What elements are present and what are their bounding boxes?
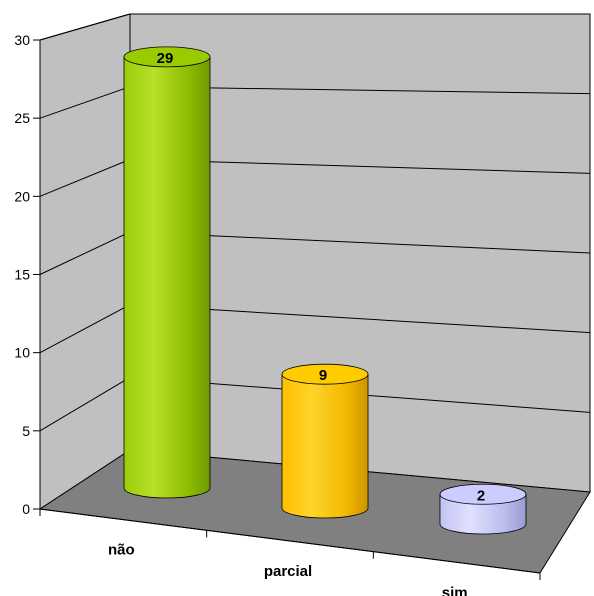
bar-top xyxy=(439,483,527,505)
data-label: 9 xyxy=(319,367,327,384)
bars xyxy=(123,46,527,535)
bar-sim xyxy=(439,483,527,535)
data-label: 29 xyxy=(157,50,174,67)
y-tick-label: 0 xyxy=(22,501,30,517)
bar-parcial xyxy=(281,363,369,519)
y-axis-ticks: 0 5 10 15 20 25 30 xyxy=(14,32,40,517)
x-tick-label: parcial xyxy=(264,563,312,580)
data-label: 2 xyxy=(477,487,485,504)
bar-top xyxy=(281,363,369,385)
x-tick-label: sim xyxy=(442,584,468,596)
x-tick-label: não xyxy=(108,542,135,559)
side-gridline xyxy=(39,13,131,41)
bar-body xyxy=(123,56,211,499)
y-tick-label: 30 xyxy=(14,32,30,48)
side-wall xyxy=(39,13,131,510)
side-gridline xyxy=(39,231,131,275)
bar-não xyxy=(123,46,211,499)
bar-top xyxy=(123,46,211,68)
y-tick-label: 25 xyxy=(14,110,30,126)
side-gridline xyxy=(39,376,131,432)
x-axis-ticks: não parcial sim xyxy=(39,509,541,596)
data-labels: 29 9 2 xyxy=(157,50,486,504)
y-tick-label: 15 xyxy=(14,267,30,283)
bar-body xyxy=(281,373,369,519)
y-tick-label: 20 xyxy=(14,188,30,204)
y-tick-label: 10 xyxy=(14,345,30,361)
side-gridline xyxy=(39,158,131,197)
x-axis-line xyxy=(39,508,541,574)
bar-body xyxy=(439,493,527,535)
side-gridline xyxy=(39,304,131,354)
y-tick-label: 5 xyxy=(22,423,30,439)
side-gridline xyxy=(39,86,131,119)
